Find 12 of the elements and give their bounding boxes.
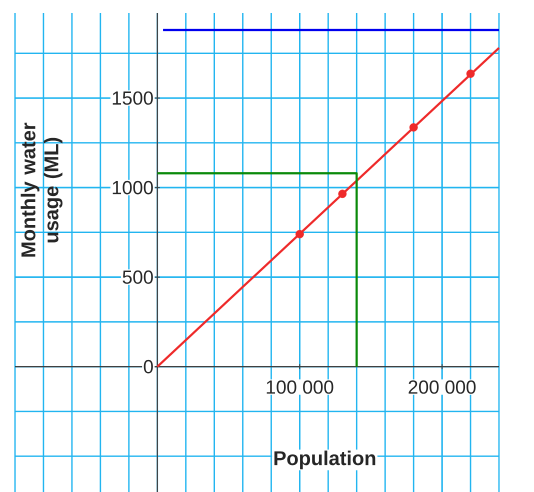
- y-tick-label: 1000: [112, 180, 153, 194]
- point: [466, 70, 475, 78]
- point: [338, 190, 347, 198]
- point: [296, 230, 304, 238]
- point: [409, 123, 418, 132]
- y-tick-label: 1500: [112, 91, 153, 105]
- y-axis-title: Monthly water usage (ML): [20, 122, 62, 257]
- x-axis-title: Population: [274, 450, 376, 470]
- y-tick-label: 0: [144, 360, 153, 374]
- x-tick-label: 100 000: [266, 380, 334, 394]
- x-tick-label: 200 000: [408, 380, 476, 394]
- y-tick-label: 500: [122, 270, 153, 284]
